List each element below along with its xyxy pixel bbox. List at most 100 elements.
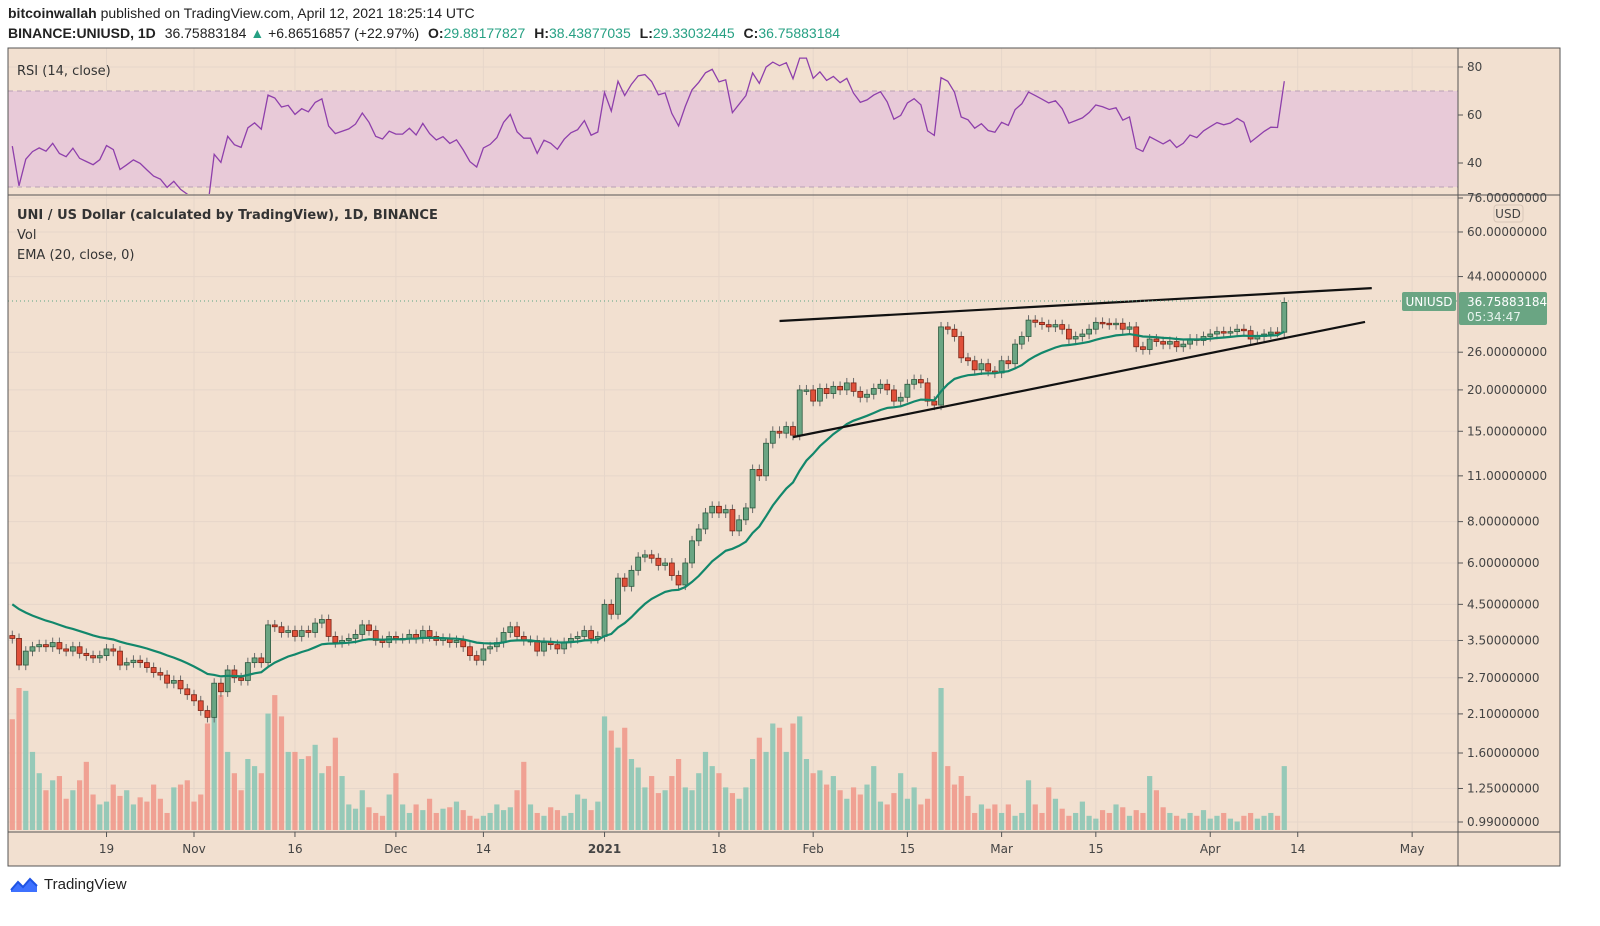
candle-up bbox=[1281, 302, 1288, 333]
price-tick-label: 11.00000000 bbox=[1467, 469, 1547, 483]
volume-bar bbox=[453, 801, 460, 830]
candle-down bbox=[90, 655, 96, 659]
volume-bar bbox=[251, 766, 258, 830]
volume-bar bbox=[871, 766, 877, 830]
volume-bar bbox=[534, 812, 540, 830]
volume-bar bbox=[386, 794, 392, 830]
chart-frame bbox=[7, 47, 1561, 867]
footer-brand[interactable]: TradingView bbox=[10, 876, 127, 893]
candle-down bbox=[810, 389, 817, 402]
candle-up bbox=[601, 603, 608, 637]
candle-up bbox=[581, 630, 588, 637]
candle-down bbox=[278, 626, 285, 633]
volume-bar bbox=[931, 751, 937, 830]
candle-down bbox=[1193, 338, 1200, 341]
time-tick-label: Nov bbox=[182, 842, 205, 856]
time-tick-label: 16 bbox=[287, 842, 302, 856]
volume-bar bbox=[1025, 780, 1032, 830]
candle-down bbox=[204, 710, 211, 718]
volume-bar bbox=[285, 751, 291, 830]
candle-down bbox=[716, 505, 722, 514]
volume-bar bbox=[332, 737, 338, 830]
volume-bar bbox=[272, 695, 278, 830]
candle-up bbox=[244, 662, 251, 681]
volume-bar bbox=[494, 804, 500, 830]
volume-bar bbox=[198, 794, 204, 830]
volume-bar bbox=[130, 804, 137, 830]
candle-down bbox=[9, 635, 16, 639]
volume-bar bbox=[339, 776, 345, 830]
volume-bar bbox=[601, 716, 608, 830]
volume-bar bbox=[151, 784, 157, 830]
volume-bar bbox=[736, 798, 742, 830]
candle-down bbox=[1119, 322, 1126, 330]
author-name[interactable]: bitcoinwallah bbox=[8, 5, 97, 21]
candle-down bbox=[231, 669, 238, 679]
candle-up bbox=[1166, 341, 1173, 345]
candle-up bbox=[1227, 331, 1234, 334]
volume-bar bbox=[157, 798, 163, 830]
volume-bar bbox=[1113, 804, 1119, 830]
candle-down bbox=[433, 636, 440, 641]
volume-bar bbox=[1274, 815, 1281, 830]
candle-down bbox=[271, 624, 278, 628]
candle-up bbox=[1012, 343, 1018, 365]
candle-down bbox=[608, 603, 615, 615]
volume-bar bbox=[440, 808, 446, 830]
candles bbox=[9, 297, 1288, 723]
candle-up bbox=[1180, 343, 1187, 348]
volume-bar bbox=[702, 751, 709, 830]
volume-bar bbox=[319, 773, 325, 830]
rsi-legend[interactable]: RSI (14, close) bbox=[17, 64, 111, 79]
currency-label: USD bbox=[1495, 207, 1521, 221]
volume-bar bbox=[97, 804, 103, 830]
volume-bar bbox=[756, 737, 762, 830]
candle-up bbox=[742, 507, 749, 521]
volume-legend[interactable]: Vol bbox=[17, 228, 36, 243]
time-axis[interactable]: 19 Nov 16 Dec 14 2021 18 Feb 15 Mar 15 Apr 14 May bbox=[99, 832, 1425, 856]
candle-down bbox=[776, 430, 783, 434]
candle-up bbox=[763, 442, 769, 477]
time-tick-label: Apr bbox=[1200, 842, 1221, 856]
candle-up bbox=[130, 659, 137, 664]
candle-down bbox=[1039, 321, 1045, 326]
volume-bar bbox=[487, 812, 493, 830]
currency-badge[interactable] bbox=[1493, 204, 1524, 223]
volume-bar bbox=[958, 776, 964, 830]
candle-up bbox=[339, 640, 345, 643]
volume-bar bbox=[1046, 787, 1052, 830]
candle-up bbox=[783, 426, 790, 434]
rsi-axis: 80 60 40 bbox=[1458, 60, 1482, 170]
ema-legend[interactable]: EMA (20, close, 0) bbox=[17, 248, 134, 263]
trendlines[interactable] bbox=[779, 287, 1372, 439]
volume-bar bbox=[346, 804, 352, 830]
candle-down bbox=[305, 630, 312, 633]
volume-bar bbox=[43, 790, 49, 830]
candle-down bbox=[756, 469, 763, 477]
candle-down bbox=[393, 636, 399, 639]
volume-bar bbox=[548, 807, 554, 830]
main-legend[interactable]: UNI / US Dollar (calculated by TradingVi… bbox=[17, 208, 438, 223]
candle-up bbox=[480, 648, 487, 661]
ticker-tag bbox=[1402, 292, 1456, 311]
volume-bar bbox=[1140, 812, 1146, 830]
volume-bar bbox=[696, 773, 702, 830]
volume-bar bbox=[978, 804, 985, 830]
candle-up bbox=[1126, 326, 1133, 330]
volume-bar bbox=[480, 815, 486, 830]
volume-bar bbox=[379, 815, 386, 830]
price-axis[interactable]: 76.00000000 60.00000000 44.00000000 26.0000… bbox=[1458, 191, 1547, 829]
candle-up bbox=[399, 638, 406, 641]
price-tick-label: 0.99000000 bbox=[1467, 815, 1540, 829]
volume-bar bbox=[426, 798, 433, 830]
candle-up bbox=[1200, 336, 1207, 341]
trendline[interactable] bbox=[779, 287, 1372, 323]
trendline[interactable] bbox=[792, 320, 1366, 439]
candle-up bbox=[736, 519, 743, 532]
candle-up bbox=[695, 528, 702, 542]
volume-bar bbox=[514, 790, 520, 830]
candle-up bbox=[487, 646, 494, 650]
volume-bar bbox=[729, 793, 736, 830]
volume-bar bbox=[1005, 804, 1011, 830]
